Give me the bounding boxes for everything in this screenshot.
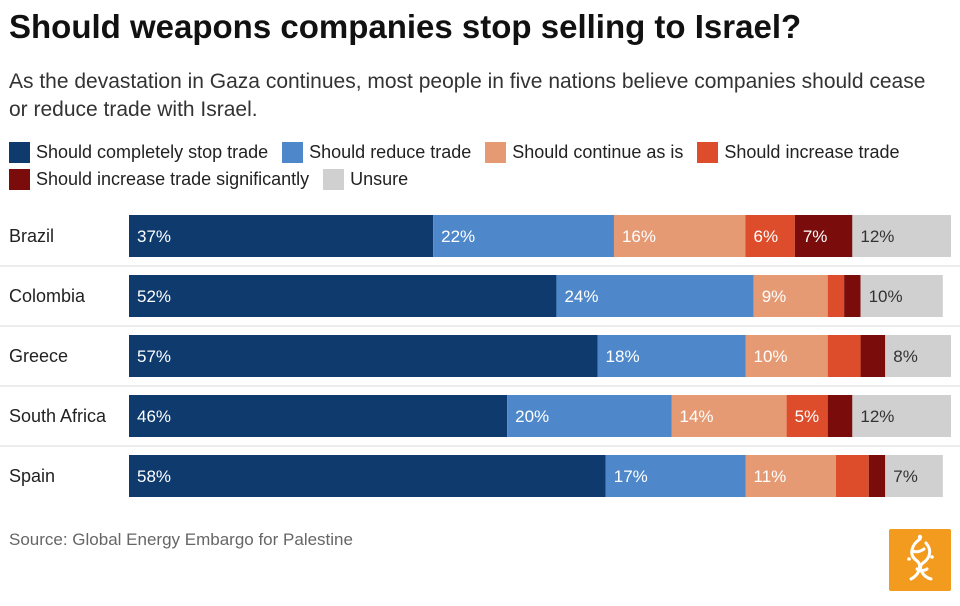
- bar-segment: [129, 215, 434, 257]
- data-label: 17%: [614, 467, 648, 486]
- legend-label: Should reduce trade: [309, 142, 472, 162]
- bar-segment: [794, 215, 853, 257]
- bar-segment: [860, 335, 886, 377]
- bar-segment: [835, 455, 869, 497]
- data-label: 52%: [137, 287, 171, 306]
- legend-swatch: [323, 169, 345, 190]
- bar-segment: [852, 215, 951, 257]
- data-label: 5%: [795, 407, 820, 426]
- bar-segment: [753, 275, 828, 317]
- legend-item: Should completely stop trade: [9, 142, 268, 163]
- data-label: 18%: [606, 347, 640, 366]
- legend-label: Should increase trade: [724, 142, 900, 162]
- legend-label: Unsure: [350, 169, 409, 189]
- bar-segment: [868, 455, 886, 497]
- data-label: 14%: [680, 407, 714, 426]
- legend-item: Unsure: [323, 169, 408, 190]
- bar-segment: [885, 455, 943, 497]
- stacked-bar-chart: Brazil 37% 22% 16% 6% 7% 12% Colombia 52% 24% 9% 10…: [0, 215, 960, 497]
- category-label: South Africa: [9, 406, 107, 426]
- bar-segment: [852, 395, 951, 437]
- bar-segment: [507, 395, 672, 437]
- data-label: 37%: [137, 227, 171, 246]
- legend-item: Should increase trade: [697, 142, 900, 163]
- bar-segment: [745, 215, 795, 257]
- data-label: 16%: [622, 227, 656, 246]
- legend-swatch: [9, 169, 30, 190]
- data-label: 7%: [803, 227, 828, 246]
- data-label: 22%: [441, 227, 475, 246]
- bar-segment: [844, 275, 861, 317]
- bar-segment: [671, 395, 787, 437]
- bar-segment: [613, 215, 746, 257]
- bar-segment: [556, 275, 754, 317]
- al-jazeera-logo-icon: [889, 529, 951, 591]
- bar-segment: [433, 215, 614, 257]
- legend-swatch: [282, 142, 304, 163]
- legend-swatch: [697, 142, 719, 163]
- data-label: 46%: [137, 407, 171, 426]
- bar-segment: [885, 335, 951, 377]
- data-label: 12%: [860, 407, 894, 426]
- legend-label: Should increase trade significantly: [36, 169, 310, 189]
- bar-segment: [129, 275, 557, 317]
- category-label: Brazil: [9, 226, 54, 246]
- data-label: 6%: [754, 227, 779, 246]
- legend-swatch: [485, 142, 507, 163]
- legend-label: Should completely stop trade: [36, 142, 269, 162]
- legend-swatch: [9, 142, 30, 163]
- bar-segment: [827, 335, 861, 377]
- bar-segment: [745, 455, 836, 497]
- legend-item: Should reduce trade: [282, 142, 471, 163]
- category-label: Greece: [9, 346, 68, 366]
- chart-subtitle: As the devastation in Gaza continues, mo…: [9, 70, 926, 121]
- data-label: 7%: [893, 467, 918, 486]
- bar-segment: [597, 335, 746, 377]
- data-label: 57%: [137, 347, 171, 366]
- data-label: 10%: [754, 347, 788, 366]
- data-label: 24%: [564, 287, 598, 306]
- bar-segment: [129, 335, 598, 377]
- chart-title: Should weapons companies stop selling to…: [9, 8, 802, 45]
- bar-segment: [860, 275, 943, 317]
- legend-item: Should continue as is: [485, 142, 683, 163]
- chart-legend: Should completely stop trade Should reduc…: [9, 142, 954, 190]
- data-label: 58%: [137, 467, 171, 486]
- data-label: 20%: [515, 407, 549, 426]
- data-label: 10%: [869, 287, 903, 306]
- bar-segment: [129, 455, 606, 497]
- source-note: Source: Global Energy Embargo for Palest…: [9, 530, 353, 549]
- data-label: 8%: [893, 347, 918, 366]
- data-label: 9%: [762, 287, 787, 306]
- bar-segment: [786, 395, 828, 437]
- bar-segment: [827, 275, 845, 317]
- legend-item: Should increase trade significantly: [9, 169, 309, 190]
- category-label: Colombia: [9, 286, 86, 306]
- bar-segment: [129, 395, 508, 437]
- data-label: 11%: [754, 467, 787, 486]
- bar-segment: [605, 455, 746, 497]
- bar-segment: [827, 395, 853, 437]
- data-label: 12%: [860, 227, 894, 246]
- bar-segment: [745, 335, 828, 377]
- category-label: Spain: [9, 466, 55, 486]
- legend-label: Should continue as is: [512, 142, 684, 162]
